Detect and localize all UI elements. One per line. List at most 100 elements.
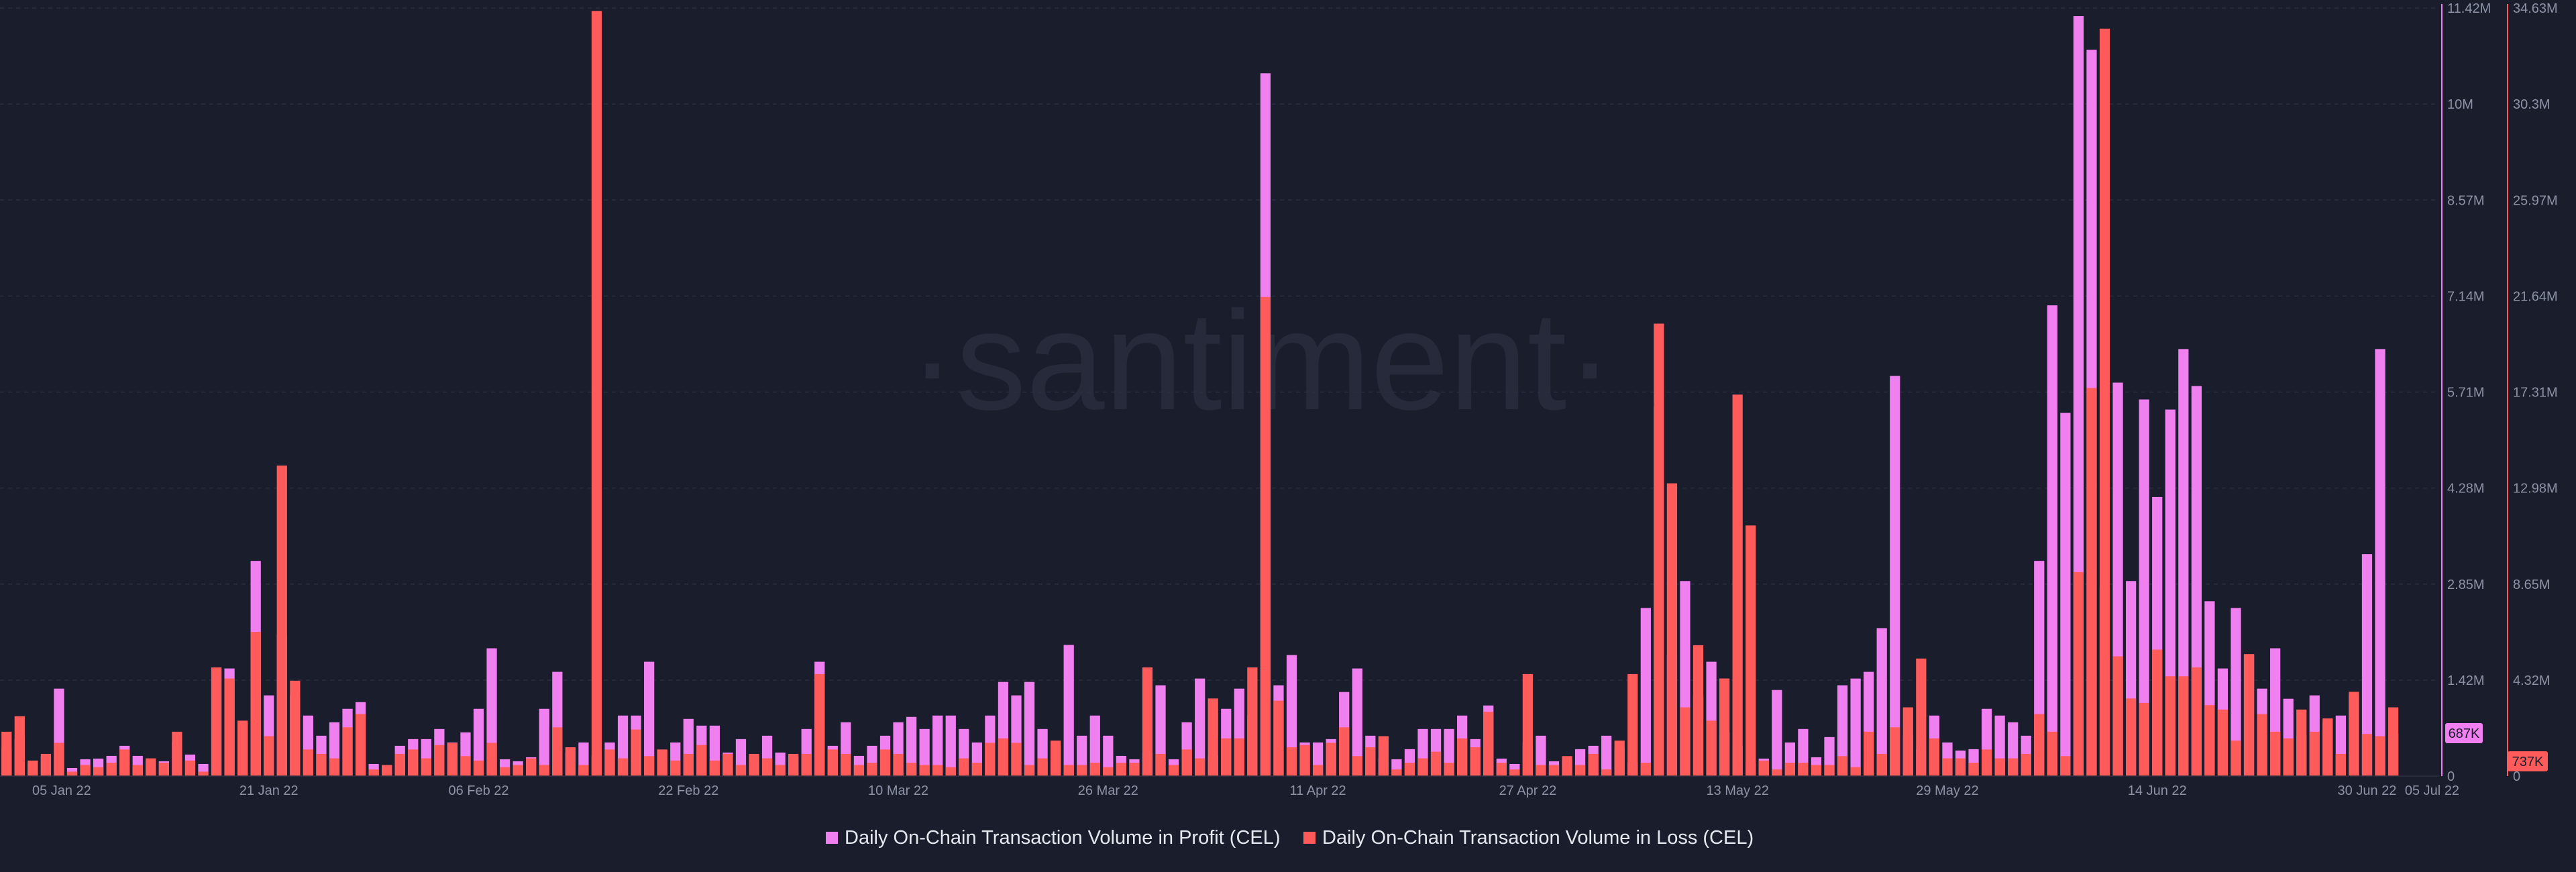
bar-loss <box>709 760 720 776</box>
bar-loss <box>1 731 12 776</box>
bar-loss <box>1312 765 1324 776</box>
bar-loss <box>1758 760 1769 776</box>
bar-loss <box>2060 756 2071 776</box>
bar-loss <box>54 743 64 776</box>
bar-loss <box>434 745 445 776</box>
bar-loss <box>2047 731 2057 776</box>
bar-loss <box>1051 741 1061 776</box>
bar-loss <box>591 11 602 776</box>
bar-loss <box>2231 741 2241 776</box>
bar-loss <box>1640 763 1651 776</box>
bar-loss <box>985 743 996 776</box>
legend-item-loss[interactable]: Daily On-Chain Transaction Volume in Los… <box>1303 827 1754 849</box>
left-y-tick-label: 0 <box>2447 769 2455 784</box>
right-y-axis-tick-labels: 0 4.32M 8.65M 12.98M 17.31M 21.64M 25.97M 30.3M… <box>2513 1 2558 784</box>
bar-loss <box>2073 571 2084 776</box>
bar-loss <box>2375 736 2385 776</box>
bar-profit <box>1195 678 1205 776</box>
bar-loss <box>316 753 327 776</box>
bar-loss <box>906 763 917 776</box>
left-y-tick-label: 4.28M <box>2447 482 2485 496</box>
bar-loss <box>1784 763 1795 776</box>
bar-loss <box>1850 767 1861 776</box>
bar-profit <box>2139 399 2149 776</box>
bar-loss <box>2217 709 2229 776</box>
bar-loss <box>237 720 248 776</box>
bar-loss <box>460 756 471 776</box>
bar-loss <box>657 749 667 776</box>
left-y-tick-label: 2.85M <box>2447 578 2485 592</box>
bar-loss <box>1627 673 1638 776</box>
bar-profit <box>1640 608 1651 776</box>
bar-loss <box>40 753 52 776</box>
bar-loss <box>867 763 877 776</box>
bar-loss <box>198 771 209 776</box>
last-value-badge-profit-bg <box>2445 723 2483 743</box>
bar-loss <box>552 727 563 776</box>
bar-profit <box>2047 305 2057 776</box>
bar-profit <box>1850 678 1861 776</box>
bar-profit <box>1024 682 1035 776</box>
bar-loss <box>1339 727 1350 776</box>
bar-profit <box>1286 655 1297 776</box>
bar-loss <box>66 771 78 776</box>
right-y-tick-label: 25.97M <box>2513 193 2558 208</box>
bar-profit <box>1876 628 1887 776</box>
bar-loss <box>2349 692 2359 776</box>
bar-loss <box>1981 749 1992 776</box>
bar-loss <box>1142 667 1153 776</box>
bar-loss <box>28 760 38 776</box>
bar-profit <box>2178 349 2189 776</box>
bar-loss <box>1994 758 2005 776</box>
bar-loss <box>1654 323 1664 776</box>
bar-loss <box>1916 658 1927 776</box>
bar-loss <box>2008 758 2019 776</box>
bar-loss <box>211 667 222 776</box>
bar-loss <box>421 758 431 776</box>
legend-label-profit: Daily On-Chain Transaction Volume in Pro… <box>845 827 1281 849</box>
bar-loss <box>2257 714 2267 776</box>
bar-loss <box>735 765 747 776</box>
bar-loss <box>1221 738 1232 776</box>
bar-loss <box>1890 727 1900 776</box>
bar-loss <box>1430 751 1442 776</box>
bar-loss <box>447 743 458 776</box>
bar-loss <box>1457 738 1468 776</box>
last-value-badge-loss-bg <box>2508 751 2548 771</box>
bar-loss <box>2139 702 2149 776</box>
bar-loss <box>80 765 91 776</box>
bar-loss <box>893 753 904 776</box>
bar-profit <box>919 728 930 776</box>
bar-profit <box>1155 685 1166 776</box>
x-tick-label: 29 May 22 <box>1916 783 1978 798</box>
bar-loss <box>1614 741 1625 776</box>
bar-loss <box>1011 743 1022 776</box>
bar-loss <box>2204 705 2215 776</box>
bar-loss <box>749 753 759 776</box>
bar-loss <box>814 673 825 776</box>
bar-loss <box>1942 758 1953 776</box>
bar-profit <box>1063 645 1074 776</box>
bar-loss <box>1522 673 1534 776</box>
bar-loss <box>1496 763 1507 776</box>
legend-swatch-loss <box>1303 832 1316 844</box>
bar-loss <box>2152 649 2163 776</box>
bar-loss <box>1286 747 1297 776</box>
bar-loss <box>2112 656 2123 776</box>
bar-loss <box>172 731 182 776</box>
x-tick-label: 10 Mar 22 <box>868 783 928 798</box>
bar-loss <box>1562 756 1572 776</box>
bar-loss <box>1037 758 1048 776</box>
bar-loss <box>775 765 786 776</box>
legend-item-profit[interactable]: Daily On-Chain Transaction Volume in Pro… <box>826 827 1281 849</box>
x-tick-label: 06 Feb 22 <box>448 783 508 798</box>
bar-loss <box>801 753 812 776</box>
bar-loss <box>1864 731 1874 776</box>
bar-loss <box>106 763 117 776</box>
bar-loss <box>1902 707 1913 776</box>
bar-loss <box>841 753 851 776</box>
right-y-tick-label: 12.98M <box>2513 482 2558 496</box>
right-y-tick-label: 21.64M <box>2513 289 2558 304</box>
bar-loss <box>2021 753 2031 776</box>
